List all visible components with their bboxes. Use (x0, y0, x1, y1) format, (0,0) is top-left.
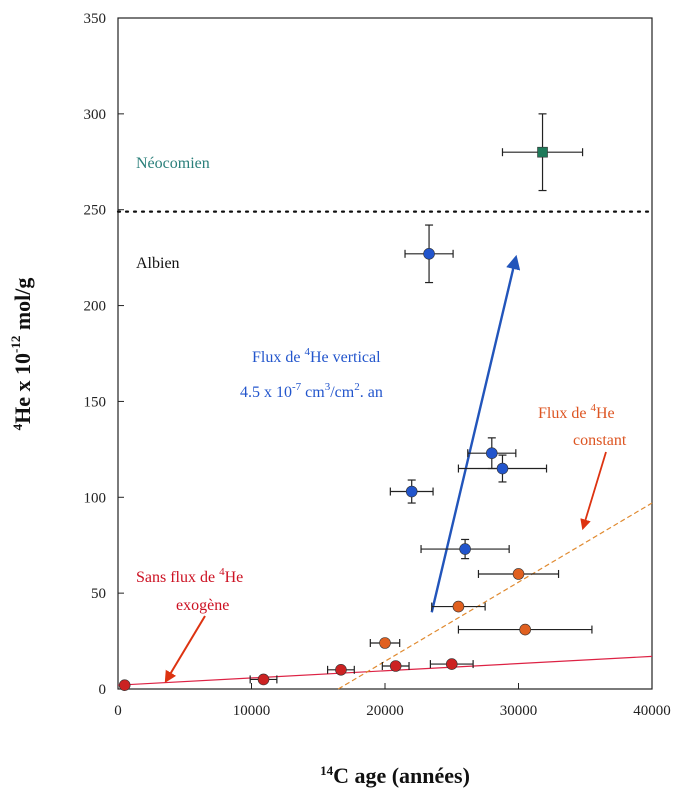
point-marker (519, 623, 531, 636)
point-marker (335, 664, 347, 676)
point-marker (496, 462, 509, 475)
y-axis-title-unit: mol/g (10, 278, 35, 336)
x-axis-title-text: C age (années) (333, 763, 470, 788)
data-point (404, 224, 454, 284)
data-point (429, 658, 474, 670)
y-tick-label: 50 (91, 586, 106, 602)
point-marker (485, 447, 498, 459)
data-point (389, 479, 434, 504)
flux-vertical-arrow (430, 254, 521, 613)
data-points (118, 113, 593, 691)
point-marker (423, 248, 435, 260)
y-tick-label: 250 (84, 203, 107, 219)
y-tick-label: 0 (99, 682, 107, 698)
point-marker (445, 658, 458, 670)
y-axis-title-sup2: -12 (8, 336, 23, 353)
x-tick-label: 40000 (633, 703, 671, 719)
data-point (326, 664, 355, 676)
data-point (249, 673, 278, 686)
point-marker (379, 637, 391, 649)
data-point (467, 437, 517, 470)
flux-constant-label-line2: constant (573, 432, 627, 449)
x-tick-label: 30000 (500, 703, 538, 719)
x-tick-label: 0 (114, 703, 122, 719)
sans-flux-label-line1: Sans flux de 4He (136, 566, 243, 586)
point-marker (452, 600, 465, 613)
y-axis-title-sup: 4 (10, 423, 25, 430)
point-marker (512, 568, 525, 580)
point-marker (389, 660, 402, 672)
y-tick-label: 200 (84, 299, 107, 315)
neocomien-label: Néocomien (136, 155, 210, 172)
y-tick-label: 100 (84, 490, 107, 506)
albien-label: Albien (136, 255, 180, 272)
sans-flux-label-line2: exogène (176, 597, 229, 614)
x-tick-label: 20000 (366, 703, 404, 719)
x-axis-ticks: 0 10000 20000 30000 40000 (114, 683, 671, 719)
data-point (431, 600, 486, 613)
y-axis-title-main: He x 10 (10, 353, 35, 424)
y-axis-title: 4He x 10-12 mol/g (8, 278, 35, 431)
flux-constant-line (337, 502, 653, 690)
reference-lines (116, 210, 654, 690)
data-point (501, 113, 584, 192)
y-tick-label: 350 (84, 11, 107, 27)
flux-constant-label-line1: Flux de 4He (538, 402, 615, 422)
point-marker (405, 485, 418, 498)
plot-area (117, 17, 653, 690)
point-marker (257, 673, 270, 686)
point-marker (537, 146, 548, 158)
point-marker (118, 679, 131, 691)
data-point (457, 623, 593, 636)
y-tick-label: 150 (84, 394, 107, 410)
x-axis-title-sup: 14 (320, 763, 334, 778)
flux-vertical-label-line2: 4.5 x 10-7 cm3/cm2. an (240, 381, 383, 401)
flux-vertical-label-line1: Flux de 4He vertical (252, 346, 381, 366)
sans-flux-arrow (164, 615, 206, 684)
flux-constant-arrow (580, 451, 607, 531)
sans-flux-line (117, 655, 653, 686)
data-point (369, 637, 401, 649)
y-tick-label: 300 (84, 107, 107, 123)
point-marker (459, 543, 471, 555)
x-tick-label: 10000 (233, 703, 271, 719)
data-point (457, 454, 548, 483)
x-axis-title: 14C age (années) (320, 763, 470, 788)
data-point (477, 568, 560, 580)
data-point (118, 679, 131, 691)
data-point (420, 538, 510, 560)
data-point (381, 660, 410, 672)
